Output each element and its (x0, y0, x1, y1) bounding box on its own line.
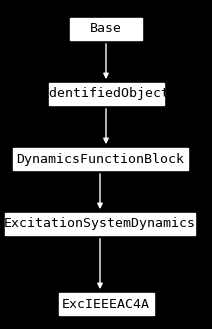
Text: DynamicsFunctionBlock: DynamicsFunctionBlock (16, 153, 184, 165)
Bar (49, 83, 163, 105)
Bar (70, 18, 142, 40)
Bar (13, 148, 187, 170)
Text: ExcIEEEAC4A: ExcIEEEAC4A (62, 297, 150, 311)
Text: Base: Base (90, 22, 122, 36)
Text: IdentifiedObject: IdentifiedObject (42, 88, 170, 100)
Bar (5, 213, 195, 235)
Text: ExcitationSystemDynamics: ExcitationSystemDynamics (4, 217, 196, 231)
Bar (59, 293, 153, 315)
